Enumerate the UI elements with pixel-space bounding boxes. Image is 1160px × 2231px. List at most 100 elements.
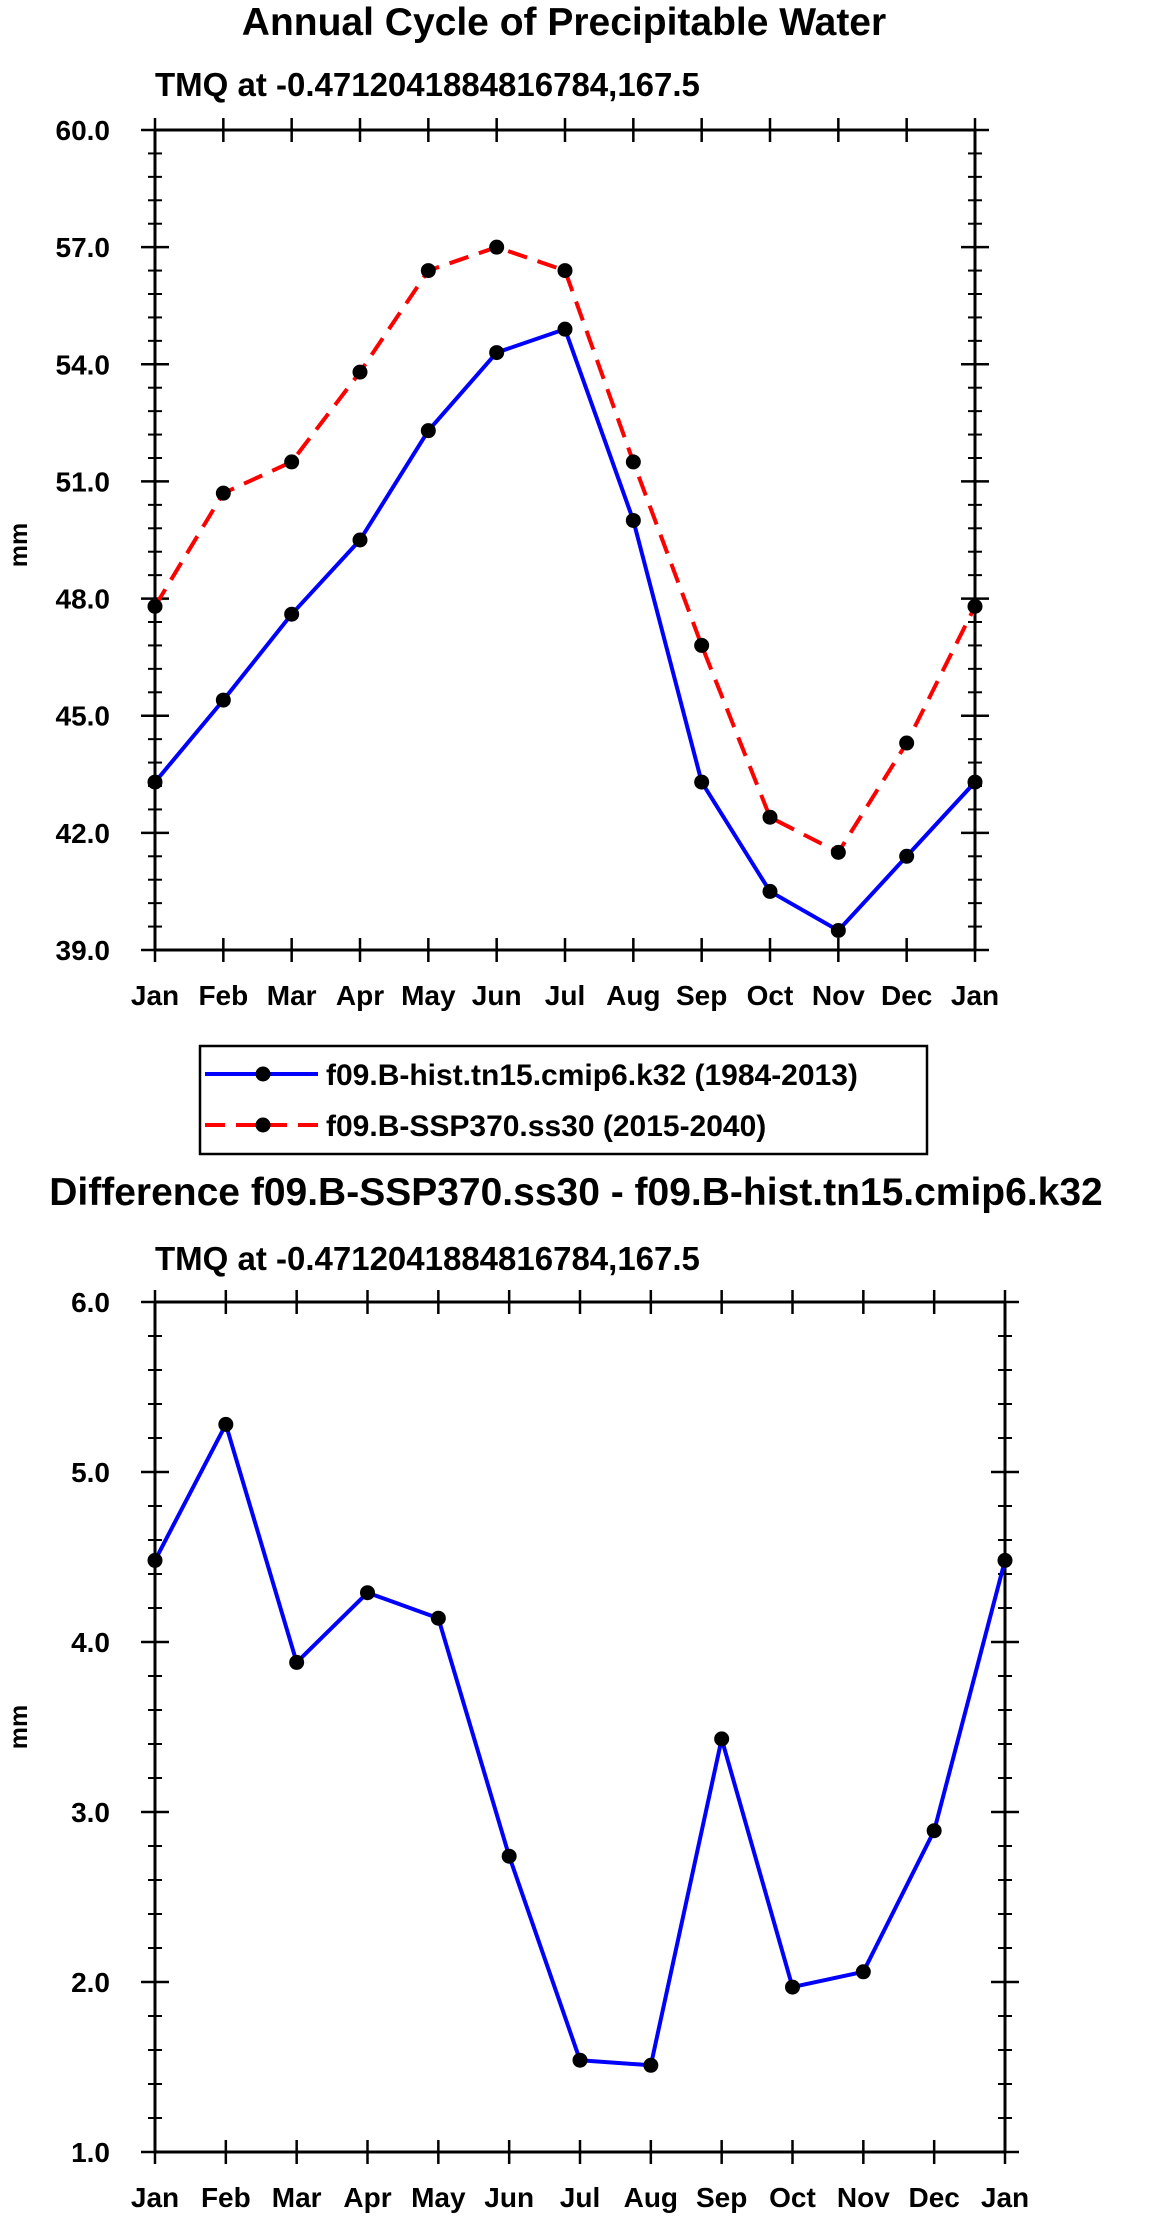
chart1-series-2-point: [489, 239, 505, 255]
chart2-y-tick-label: 4.0: [71, 1627, 110, 1658]
chart1-x-tick-label: May: [401, 980, 456, 1011]
chart1-x-tick-label: Aug: [606, 980, 660, 1011]
chart1-series-2-point: [420, 263, 436, 279]
chart2-series-1-line: [153, 1422, 1007, 2068]
chart2-x-tick-label: Aug: [624, 2182, 678, 2213]
chart1-x-tick-label: Jan: [131, 980, 179, 1011]
chart1-x-tick-label: Jun: [472, 980, 522, 1011]
chart1-y-tick-label: 42.0: [56, 818, 111, 849]
chart1-series-1-point: [899, 848, 915, 864]
chart1-y-tick-label: 60.0: [56, 115, 111, 146]
chart1-x-tick-label: Feb: [198, 980, 248, 1011]
chart1-series-1-point: [147, 774, 163, 790]
chart1-series-2-point: [625, 454, 641, 470]
chart1-x-tick-label: Mar: [267, 980, 317, 1011]
chart1-series-2-point: [694, 637, 710, 653]
chart2-title: Difference f09.B-SSP370.ss30 - f09.B-his…: [49, 1171, 1102, 1214]
chart2-x-tick-label: Feb: [201, 2182, 251, 2213]
chart1-series-1-point: [352, 532, 368, 548]
chart2-x-tick-label: Sep: [696, 2182, 747, 2213]
chart1-x-tick-label: Jul: [545, 980, 585, 1011]
chart1-series-1-point: [967, 774, 983, 790]
chart1-series-1-point: [762, 883, 778, 899]
chart1-title: Annual Cycle of Precipitable Water: [242, 1, 886, 44]
chart2-series-1-point: [926, 1823, 942, 1839]
chart1-legend: f09.B-hist.tn15.cmip6.k32 (1984-2013) f0…: [198, 1044, 929, 1156]
chart1-series-1-point: [694, 774, 710, 790]
chart2-subtitle: TMQ at -0.4712041884816784,167.5: [155, 1240, 700, 1277]
chart1-series-1-line: [153, 327, 977, 933]
chart1-x-tick-label: Oct: [747, 980, 794, 1011]
chart1-y-tick-label: 51.0: [56, 466, 111, 497]
chart1-series-2-point: [762, 809, 778, 825]
chart1-subtitle: TMQ at -0.4712041884816784,167.5: [155, 66, 700, 103]
chart1-x-tick-label: Nov: [812, 980, 865, 1011]
chart1-y-axis-label: mm: [5, 523, 33, 567]
chart2-series-1-point: [997, 1552, 1013, 1568]
chart2-y-axis-label: mm: [5, 1705, 33, 1749]
chart1-series-1-point: [557, 321, 573, 337]
chart1-y-tick-label: 48.0: [56, 584, 111, 615]
chart2-x-tick-label: Jan: [981, 2182, 1029, 2213]
chart1-series-2-point: [147, 598, 163, 614]
chart1-series-2-point: [557, 263, 573, 279]
legend-series1-label: f09.B-hist.tn15.cmip6.k32 (1984-2013): [326, 1059, 858, 1092]
legend-box: [198, 1044, 929, 1156]
legend-series1-marker: [255, 1066, 271, 1082]
annual-cycle-chart: Annual Cycle of Precipitable Water TMQ a…: [5, 1, 1000, 1156]
chart2-x-tick-label: May: [411, 2182, 466, 2213]
chart2-series-1-point: [714, 1731, 730, 1747]
chart2-series-1-point: [360, 1585, 375, 1601]
chart1-y-tick-label: 57.0: [56, 232, 111, 263]
chart2-series-1-point: [218, 1416, 234, 1432]
chart1-y-tick-label: 45.0: [56, 701, 111, 732]
chart1-series-2-point: [215, 485, 231, 501]
chart2-y-tick-label: 3.0: [71, 1797, 110, 1828]
chart2-x-tick-label: Mar: [272, 2182, 322, 2213]
chart2-series-1-point: [572, 2052, 588, 2068]
chart2-x-tick-label: Oct: [769, 2182, 816, 2213]
chart1-x-tick-label: Apr: [336, 980, 384, 1011]
legend-series2-label: f09.B-SSP370.ss30 (2015-2040): [326, 1110, 766, 1143]
chart2-series-1-point: [147, 1552, 163, 1568]
chart1-x-tick-label: Sep: [676, 980, 727, 1011]
chart2-series-1-point: [430, 1610, 446, 1626]
chart1-series: [147, 239, 983, 938]
chart2-series-1-point: [785, 1979, 800, 1995]
chart2-series-1-point: [643, 2057, 659, 2073]
chart1-series-1-point: [215, 692, 231, 708]
chart2-plot-frame: [153, 1300, 1007, 2154]
chart1-x-tick-label: Jan: [951, 980, 999, 1011]
chart1-series-2-point: [967, 598, 983, 614]
chart1-series-2-point: [830, 844, 846, 860]
chart2-series: [147, 1416, 1013, 2073]
chart1-axes: Jan Feb Mar Apr May Jun Jul Aug Sep Oct Nov Dec Jan 3…: [56, 115, 1000, 1011]
chart2-x-tick-label: Dec: [908, 2182, 959, 2213]
chart2-y-tick-label: 5.0: [71, 1457, 110, 1488]
chart2-axes: Jan Feb Mar Apr May Jun Jul Aug Sep Oct Nov Dec Jan 1…: [71, 1287, 1029, 2213]
chart2-y-tick-label: 2.0: [71, 1967, 110, 1998]
difference-chart: Difference f09.B-SSP370.ss30 - f09.B-his…: [5, 1171, 1103, 2213]
chart1-y-tick-label: 39.0: [56, 935, 111, 966]
chart2-y-tick-label: 6.0: [71, 1287, 110, 1318]
chart1-series-1-point: [489, 345, 505, 361]
chart1-series-1-point: [625, 512, 641, 528]
chart1-series-2-line: [153, 245, 977, 855]
chart2-x-tick-label: Jan: [131, 2182, 179, 2213]
chart2-series-1-point: [855, 1964, 871, 1980]
chart1-series-2-point: [284, 454, 300, 470]
chart2-y-tick-label: 1.0: [71, 2137, 110, 2168]
legend-series2-marker: [255, 1117, 271, 1133]
chart2-x-tick-label: Jun: [484, 2182, 534, 2213]
chart1-series-1-point: [830, 922, 846, 938]
chart1-y-tick-label: 54.0: [56, 349, 111, 380]
chart1-x-tick-label: Dec: [881, 980, 932, 1011]
chart2-series-1-point: [289, 1654, 305, 1670]
chart2-series-1-point: [501, 1848, 517, 1864]
chart2-x-tick-label: Nov: [837, 2182, 890, 2213]
chart1-series-2-point: [352, 364, 368, 380]
chart2-x-tick-label: Jul: [560, 2182, 600, 2213]
chart1-series-2-point: [899, 735, 915, 751]
chart2-x-tick-label: Apr: [343, 2182, 391, 2213]
